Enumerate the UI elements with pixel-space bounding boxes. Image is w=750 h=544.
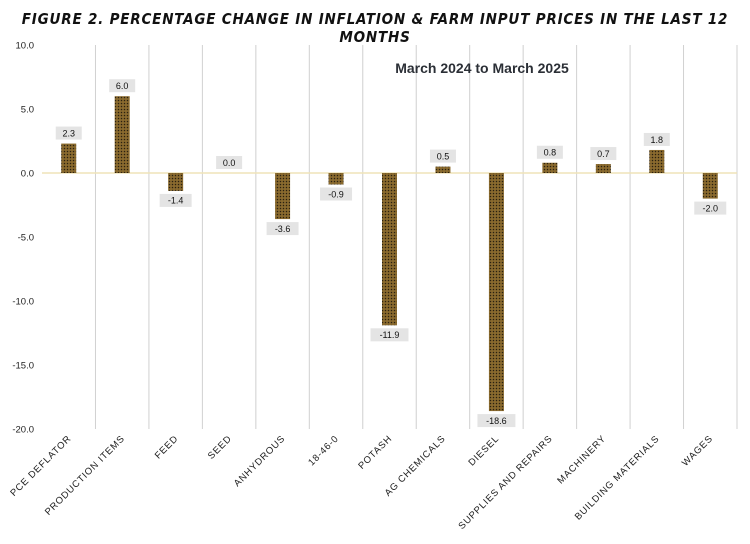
y-tick-label: 0.0 bbox=[21, 169, 34, 180]
data-label-background bbox=[266, 222, 299, 236]
grid-lines bbox=[94, 45, 738, 429]
x-tick-label: POTASH bbox=[356, 433, 394, 471]
data-label-background bbox=[216, 156, 243, 169]
bar bbox=[649, 149, 665, 173]
bar bbox=[275, 173, 291, 220]
data-label-background bbox=[536, 145, 563, 159]
x-tick-label: 18-46-0 bbox=[306, 433, 341, 468]
data-label: -3.6 bbox=[275, 224, 291, 234]
data-label: 0.7 bbox=[597, 149, 610, 159]
x-tick-label: DIESEL bbox=[466, 433, 501, 468]
data-label: 2.3 bbox=[62, 128, 75, 138]
x-tick-label: FEED bbox=[153, 433, 181, 461]
data-label-background bbox=[429, 149, 456, 163]
bar bbox=[595, 164, 611, 173]
data-label-background bbox=[159, 193, 192, 207]
x-tick-label: WAGES bbox=[680, 433, 715, 468]
data-label: -18.6 bbox=[486, 416, 507, 426]
data-label-background bbox=[590, 147, 617, 161]
data-label: 0.5 bbox=[437, 151, 450, 161]
data-label: -1.4 bbox=[168, 196, 184, 206]
data-label-background bbox=[55, 126, 82, 140]
y-axis-ticks: 10.0 5.0 0.0 -5.0 -10.0 -15.0 -20.0 bbox=[12, 41, 34, 436]
data-label-background bbox=[320, 187, 353, 201]
bar bbox=[114, 96, 130, 173]
chart-subtitle: March 2024 to March 2025 bbox=[395, 60, 569, 76]
data-label-background bbox=[643, 132, 670, 146]
bar bbox=[488, 173, 504, 412]
y-tick-label: -5.0 bbox=[18, 233, 34, 244]
x-tick-label: ANHYDROUS bbox=[232, 433, 288, 489]
x-tick-label: MACHINERY bbox=[555, 433, 608, 486]
data-label: 0.0 bbox=[223, 158, 236, 168]
bar bbox=[382, 173, 397, 326]
data-label-background bbox=[477, 414, 516, 428]
data-label-background bbox=[370, 328, 409, 342]
data-label-background bbox=[109, 79, 136, 93]
y-tick-label: 5.0 bbox=[21, 105, 34, 116]
data-label: 0.8 bbox=[544, 148, 557, 158]
data-label: 6.0 bbox=[116, 81, 129, 91]
bars bbox=[61, 96, 718, 412]
data-labels: 2.3 6.0 -1.4 0.0 -3.6 -0.9 -11.9 0.5 -18.6 0.8 0.7… bbox=[55, 79, 727, 428]
bar bbox=[542, 162, 558, 173]
y-tick-label: -20.0 bbox=[12, 425, 34, 436]
data-label: 1.8 bbox=[651, 135, 664, 145]
bar bbox=[435, 166, 451, 173]
data-label: -0.9 bbox=[328, 189, 344, 199]
bar bbox=[168, 173, 184, 191]
y-tick-label: 10.0 bbox=[16, 41, 35, 52]
x-tick-label: SEED bbox=[206, 433, 234, 461]
bar bbox=[61, 143, 77, 173]
bar bbox=[702, 173, 718, 199]
x-tick-label: SUPPLIES AND REPAIRS bbox=[457, 433, 555, 531]
data-label: -11.9 bbox=[380, 330, 400, 340]
y-tick-label: -10.0 bbox=[12, 297, 34, 308]
y-tick-label: -15.0 bbox=[12, 361, 34, 372]
bar bbox=[328, 173, 344, 185]
data-label-background bbox=[694, 201, 727, 215]
figure-title: FIGURE 2. PERCENTAGE CHANGE IN INFLATION… bbox=[21, 10, 729, 46]
data-label: -2.0 bbox=[703, 203, 719, 213]
